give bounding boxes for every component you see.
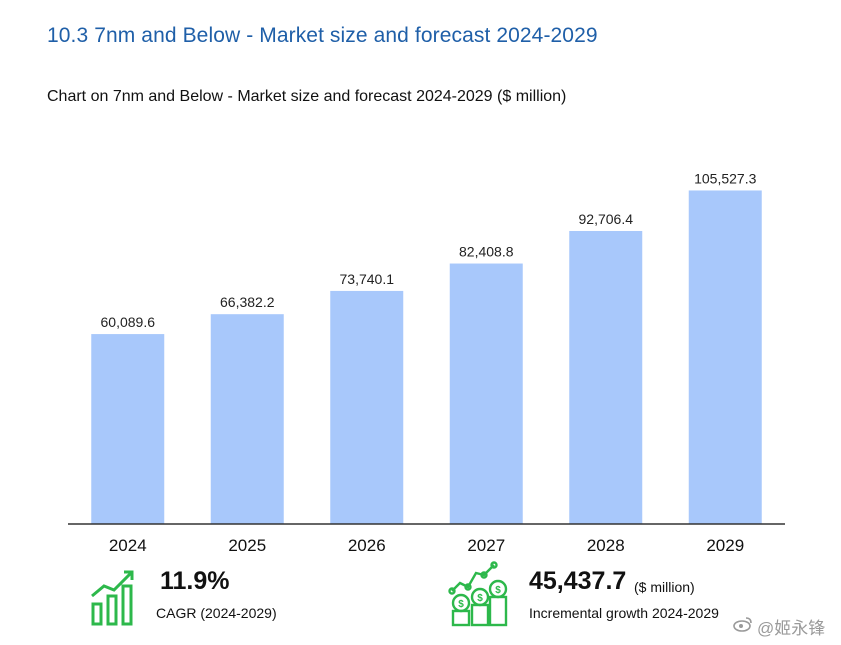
data-label-2029: 105,527.3 xyxy=(694,170,756,186)
section-title: 10.3 7nm and Below - Market size and for… xyxy=(47,24,598,47)
x-tick-2028: 2028 xyxy=(587,536,625,555)
bar-growth-icon xyxy=(91,570,134,626)
bar-2025 xyxy=(210,314,284,524)
svg-text:$: $ xyxy=(495,585,501,596)
money-growth-icon: $ $ $ xyxy=(448,561,508,627)
incremental-value: 45,437.7 xyxy=(529,567,627,595)
x-tick-2029: 2029 xyxy=(706,536,744,555)
svg-text:$: $ xyxy=(477,593,483,604)
bar-2026 xyxy=(330,290,404,524)
x-tick-2025: 2025 xyxy=(228,536,266,555)
weibo-icon xyxy=(733,616,753,637)
x-tick-2027: 2027 xyxy=(467,536,505,555)
incremental-unit: ($ million) xyxy=(634,579,695,595)
cagr-caption: CAGR (2024-2029) xyxy=(156,605,277,621)
svg-text:$: $ xyxy=(458,599,464,610)
watermark: @姬永锋 xyxy=(733,614,825,639)
bar-2028 xyxy=(569,230,643,524)
x-tick-2026: 2026 xyxy=(348,536,386,555)
bar-chart: 60,089.6 2024 66,382.2 2025 73,740.1 2026 82,4… xyxy=(68,170,785,555)
bar-2027 xyxy=(449,263,523,524)
data-label-2024: 60,089.6 xyxy=(101,314,156,330)
cagr-value: 11.9% xyxy=(160,567,230,595)
chart-title: Chart on 7nm and Below - Market size and… xyxy=(47,88,567,105)
incremental-caption: Incremental growth 2024-2029 xyxy=(529,605,719,621)
data-label-2026: 73,740.1 xyxy=(340,271,395,287)
bar-2029 xyxy=(688,190,762,524)
data-label-2028: 92,706.4 xyxy=(579,211,634,227)
data-label-2027: 82,408.8 xyxy=(459,244,514,260)
watermark-text: @姬永锋 xyxy=(757,619,826,638)
x-tick-2024: 2024 xyxy=(109,536,147,555)
bar-2024 xyxy=(91,334,165,524)
data-label-2025: 66,382.2 xyxy=(220,294,275,310)
